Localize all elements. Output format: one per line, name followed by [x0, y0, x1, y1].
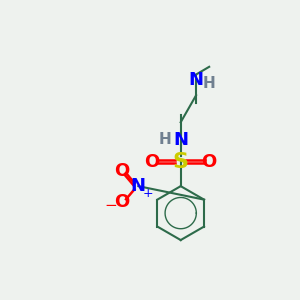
Text: +: +	[143, 187, 154, 200]
Text: H: H	[159, 133, 172, 148]
Text: S: S	[173, 152, 189, 172]
Text: N: N	[131, 177, 146, 195]
Text: N: N	[173, 131, 188, 149]
Text: −: −	[104, 198, 117, 213]
Text: O: O	[145, 152, 160, 170]
Text: N: N	[189, 71, 204, 89]
Text: O: O	[114, 162, 129, 180]
Text: O: O	[114, 193, 129, 211]
Text: O: O	[202, 152, 217, 170]
Text: H: H	[203, 76, 216, 91]
